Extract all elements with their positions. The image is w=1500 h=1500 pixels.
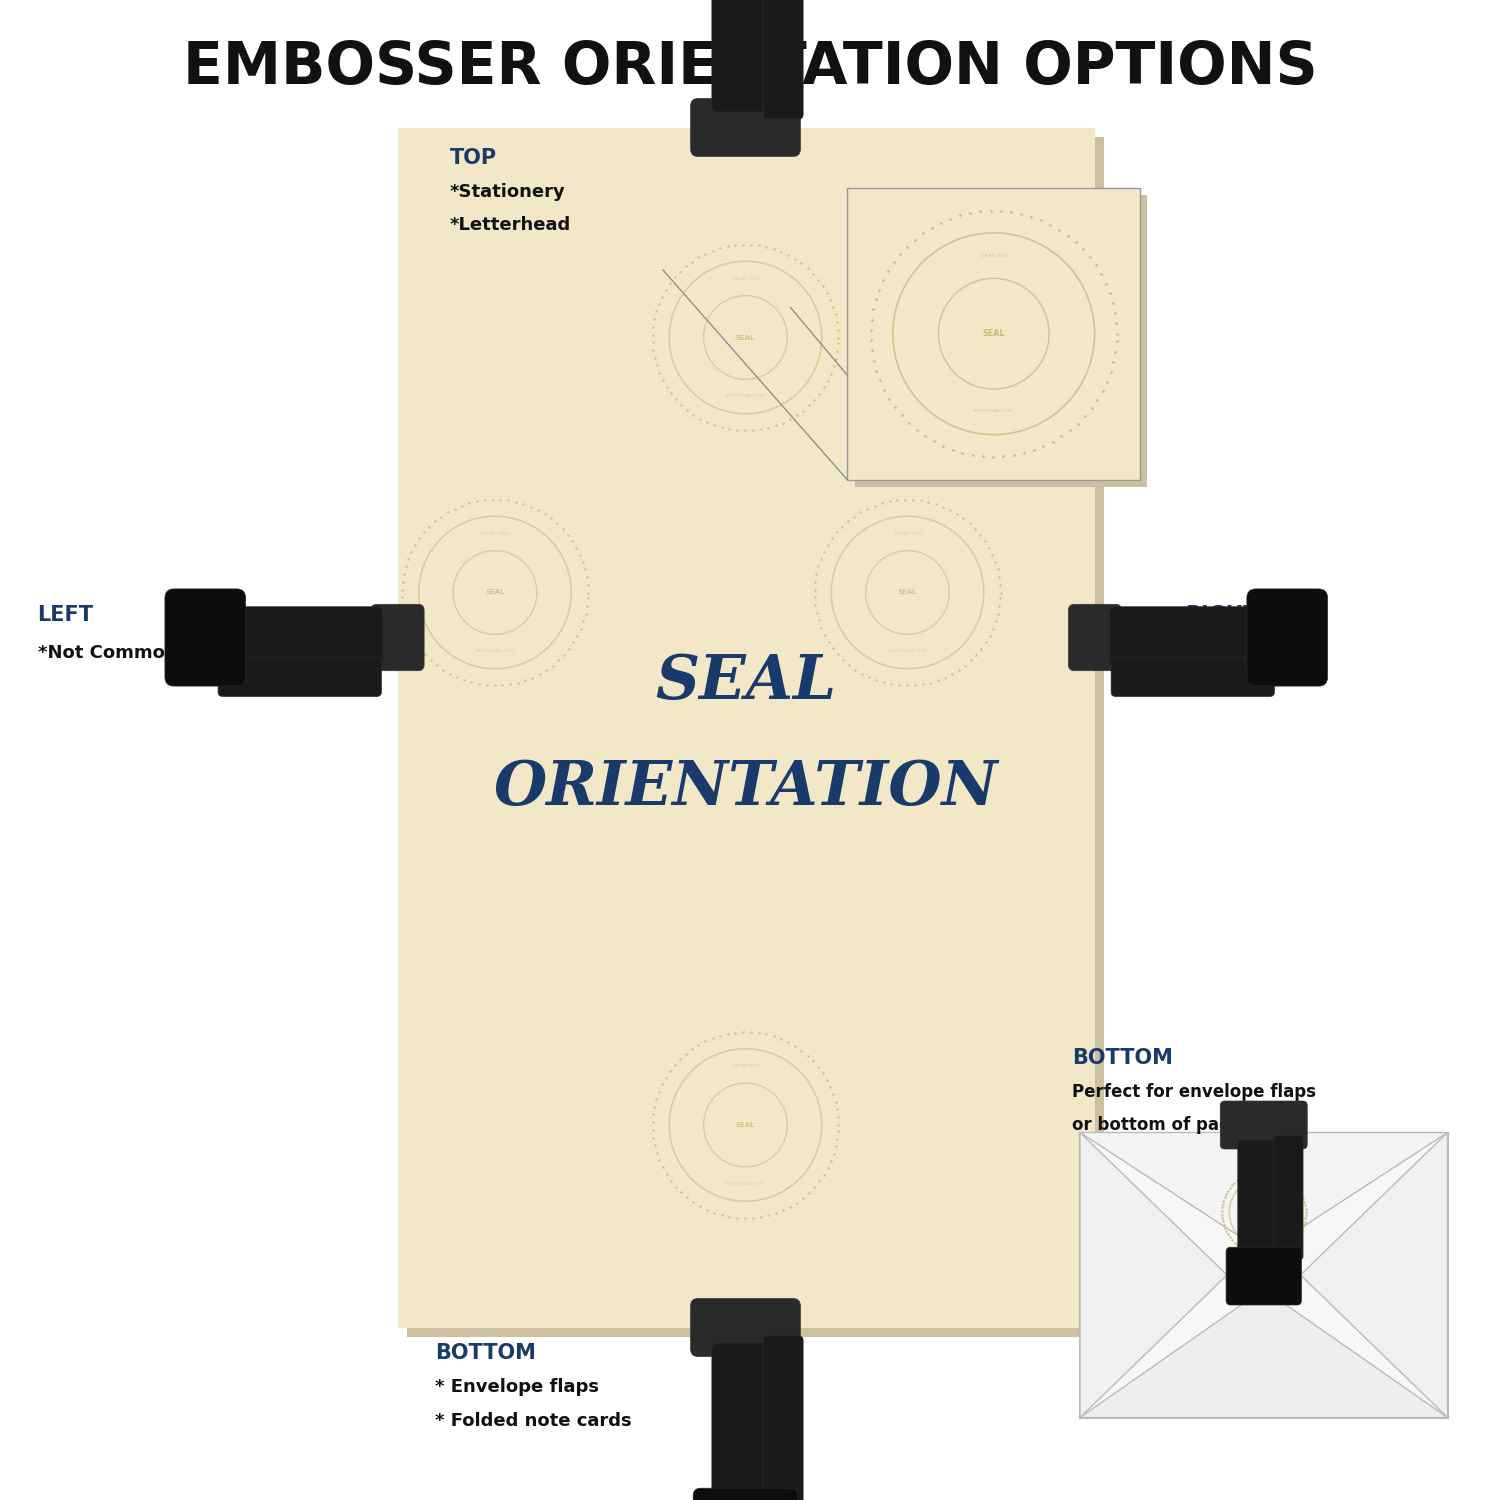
Text: TOP ARC TEXT: TOP ARC TEXT [480,532,510,536]
FancyBboxPatch shape [690,1299,801,1356]
Text: BOTTOM ARC TEXT: BOTTOM ARC TEXT [476,650,514,652]
FancyBboxPatch shape [855,195,1148,488]
Text: TOP: TOP [450,147,497,168]
FancyBboxPatch shape [1238,1140,1290,1257]
Text: BOTTOM ARC TEXT: BOTTOM ARC TEXT [975,410,1012,413]
Text: TOP ARC TEXT: TOP ARC TEXT [730,1065,760,1068]
Text: SEAL: SEAL [656,652,836,712]
Text: SEAL: SEAL [486,590,504,596]
Text: *Letterhead: *Letterhead [450,216,572,234]
FancyBboxPatch shape [764,0,802,118]
FancyBboxPatch shape [1246,590,1328,686]
Text: *Stationery: *Stationery [450,183,566,201]
Text: * Book page: * Book page [1185,644,1306,662]
FancyBboxPatch shape [712,1342,778,1500]
Text: SEAL: SEAL [735,334,754,340]
Text: BOTTOM ARC TEXT: BOTTOM ARC TEXT [888,650,927,652]
Text: TOP ARC TEXT: TOP ARC TEXT [892,532,922,536]
Text: * Folded note cards: * Folded note cards [435,1412,632,1430]
Text: BOTTOM ARC TEXT: BOTTOM ARC TEXT [1245,1238,1282,1240]
FancyBboxPatch shape [847,188,1140,480]
Text: BOTTOM: BOTTOM [435,1342,536,1364]
FancyBboxPatch shape [217,657,381,696]
FancyBboxPatch shape [1080,1132,1448,1418]
FancyBboxPatch shape [1068,604,1122,670]
FancyBboxPatch shape [764,1336,802,1500]
Text: ORIENTATION: ORIENTATION [494,758,998,818]
Text: or bottom of page seals: or bottom of page seals [1072,1116,1296,1134]
Text: EMBOSSER ORIENTATION OPTIONS: EMBOSSER ORIENTATION OPTIONS [183,39,1317,96]
Text: * Envelope flaps: * Envelope flaps [435,1378,598,1396]
Text: TOP ARC TEXT: TOP ARC TEXT [730,278,760,280]
FancyBboxPatch shape [406,136,1104,1336]
FancyBboxPatch shape [370,604,424,670]
Text: SEAL: SEAL [1254,1209,1274,1215]
Text: RIGHT: RIGHT [1185,604,1257,625]
FancyBboxPatch shape [690,99,801,156]
Text: BOTTOM: BOTTOM [1072,1047,1173,1068]
Text: BOTTOM ARC TEXT: BOTTOM ARC TEXT [726,1182,765,1185]
Text: BOTTOM ARC TEXT: BOTTOM ARC TEXT [726,394,765,398]
FancyBboxPatch shape [231,606,382,669]
Text: LEFT: LEFT [38,604,93,625]
FancyBboxPatch shape [693,1488,798,1500]
Text: TOP ARC TEXT: TOP ARC TEXT [1250,1184,1278,1188]
FancyBboxPatch shape [1110,606,1262,669]
FancyBboxPatch shape [1112,657,1275,696]
Polygon shape [1300,1132,1448,1418]
Text: SEAL: SEAL [982,328,1005,338]
FancyBboxPatch shape [1226,1248,1302,1305]
FancyBboxPatch shape [1221,1101,1306,1149]
Text: *Not Common: *Not Common [38,644,177,662]
FancyBboxPatch shape [1274,1136,1304,1260]
FancyBboxPatch shape [398,128,1095,1328]
Polygon shape [1080,1132,1448,1252]
Text: SEAL: SEAL [897,590,916,596]
FancyBboxPatch shape [165,590,246,686]
Text: Perfect for envelope flaps: Perfect for envelope flaps [1072,1083,1317,1101]
Polygon shape [1080,1132,1227,1418]
FancyBboxPatch shape [712,0,778,112]
Text: TOP ARC TEXT: TOP ARC TEXT [980,255,1008,258]
Polygon shape [1080,1288,1448,1418]
Text: SEAL: SEAL [735,1122,754,1128]
